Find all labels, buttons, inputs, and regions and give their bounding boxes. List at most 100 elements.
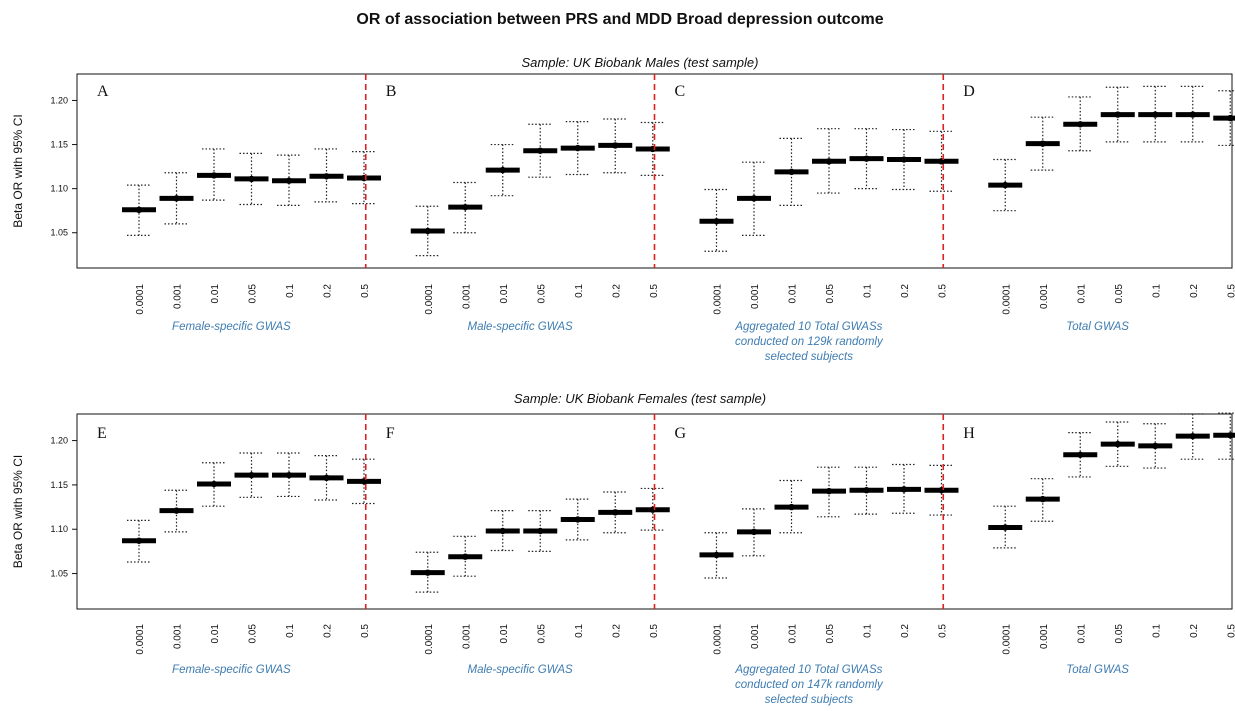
group-label: Total GWAS	[1066, 321, 1129, 333]
x-tick-label: 0.2	[1189, 624, 1200, 638]
x-tick-label: 0.2	[900, 624, 911, 638]
x-tick-label: 0.5	[1226, 284, 1235, 298]
panel-letter: E	[97, 425, 107, 442]
or-estimate-point	[825, 158, 833, 165]
x-tick-label: 0.01	[210, 284, 221, 304]
or-estimate-point	[1152, 442, 1159, 450]
or-estimate-point	[323, 173, 330, 180]
x-tick-label: 0.05	[1114, 284, 1125, 304]
or-estimate-point	[323, 474, 330, 482]
x-tick-label: 0.5	[360, 284, 371, 298]
figure-title: OR of association between PRS and MDD Br…	[356, 11, 883, 28]
or-estimate-point	[1002, 524, 1009, 531]
group-label: Female-specific GWAS	[172, 664, 291, 676]
y-tick-label: 1.10	[50, 184, 68, 194]
x-tick-label: 0.1	[574, 624, 585, 638]
x-tick-label: 0.05	[536, 284, 547, 304]
x-tick-label: 0.1	[863, 624, 874, 638]
or-estimate-point	[424, 227, 431, 235]
x-tick-label: 0.0001	[1001, 284, 1012, 315]
x-tick-label: 0.1	[574, 284, 585, 298]
x-tick-label: 0.05	[825, 284, 836, 304]
or-estimate-point	[1114, 440, 1121, 448]
x-tick-label: 0.5	[649, 624, 660, 638]
group-label-line: Aggregated 10 Total GWASs	[734, 664, 882, 676]
group-label-line: conducted on 129k randomly	[735, 336, 884, 348]
y-tick-label: 1.05	[50, 228, 68, 238]
or-estimate-point	[574, 144, 581, 152]
or-estimate-point	[462, 203, 469, 211]
x-tick-label: 0.001	[1039, 624, 1050, 649]
or-estimate-point	[825, 487, 833, 495]
group-label-line: selected subjects	[765, 694, 853, 706]
x-tick-label: 0.1	[863, 284, 874, 298]
panel-letter: A	[97, 83, 109, 100]
group-label-line: selected subjects	[765, 351, 853, 363]
x-tick-label: 0.05	[248, 284, 259, 304]
x-tick-label: 0.5	[1226, 624, 1235, 638]
or-estimate-point	[1227, 432, 1234, 439]
or-estimate-point	[1114, 111, 1121, 118]
x-tick-label: 0.001	[461, 624, 472, 649]
x-tick-label: 0.1	[1151, 624, 1162, 638]
or-estimate-point	[285, 471, 293, 479]
panel-letter: C	[675, 83, 686, 100]
group-label: Female-specific GWAS	[172, 321, 291, 333]
y-tick-label: 1.10	[50, 524, 68, 534]
x-tick-label: 0.2	[611, 284, 622, 298]
panel-letter: F	[386, 425, 395, 442]
x-tick-label: 0.0001	[135, 284, 146, 315]
or-estimate-point	[210, 172, 218, 179]
or-estimate-point	[173, 507, 180, 514]
x-tick-label: 0.1	[285, 624, 296, 638]
x-tick-label: 0.2	[323, 284, 334, 298]
or-estimate-point	[1077, 451, 1084, 458]
panel-letter: D	[963, 83, 975, 100]
or-estimate-point	[248, 175, 255, 183]
panels: Sample: UK Biobank Males (test sample) Be…	[11, 55, 1235, 706]
x-tick-label: 0.01	[210, 624, 221, 644]
or-estimate-point	[1189, 432, 1196, 440]
or-estimate-point	[713, 218, 720, 225]
or-estimate-point	[210, 480, 218, 488]
x-tick-label: 0.001	[1039, 284, 1050, 309]
or-estimate-point	[462, 553, 469, 560]
or-estimate-point	[135, 206, 143, 213]
x-tick-label: 0.05	[536, 624, 547, 644]
panel-letter: B	[386, 83, 397, 100]
x-tick-label: 0.001	[750, 624, 761, 649]
or-estimate-point	[863, 155, 870, 162]
chart-panel-1: Sample: UK Biobank Males (test sample) Be…	[11, 55, 1235, 363]
x-tick-label: 0.1	[285, 284, 296, 298]
x-tick-label: 0.0001	[713, 624, 724, 655]
or-estimate-point	[788, 168, 795, 176]
x-tick-label: 0.0001	[713, 284, 724, 315]
or-estimate-point	[612, 509, 619, 516]
or-estimate-point	[1039, 140, 1046, 147]
chart-subtitle: Sample: UK Biobank Females (test sample)	[514, 391, 766, 406]
panel-letter: H	[963, 425, 975, 442]
group-label: Total GWAS	[1066, 664, 1129, 676]
or-estimate-point	[1227, 114, 1234, 122]
chart-panel-2: Sample: UK Biobank Females (test sample)…	[11, 391, 1235, 706]
panel-letter: G	[675, 425, 687, 442]
y-axis-label: Beta OR with 95% CI	[11, 455, 25, 568]
or-estimate-point	[424, 569, 431, 576]
y-tick-label: 1.20	[50, 436, 68, 446]
x-tick-label: 0.2	[900, 284, 911, 298]
x-tick-label: 0.01	[788, 284, 799, 304]
or-estimate-point	[1152, 111, 1159, 118]
or-estimate-point	[713, 551, 720, 559]
x-tick-label: 0.5	[938, 284, 949, 298]
or-estimate-point	[537, 147, 544, 154]
or-estimate-point	[1189, 111, 1196, 118]
or-estimate-point	[135, 537, 143, 544]
or-estimate-point	[574, 516, 581, 523]
x-tick-label: 0.01	[1076, 284, 1087, 304]
x-tick-label: 0.001	[750, 284, 761, 309]
x-tick-label: 0.5	[938, 624, 949, 638]
x-tick-label: 0.01	[788, 624, 799, 644]
y-tick-label: 1.15	[50, 480, 68, 490]
x-tick-label: 0.0001	[424, 624, 435, 655]
x-tick-label: 0.001	[173, 284, 184, 309]
